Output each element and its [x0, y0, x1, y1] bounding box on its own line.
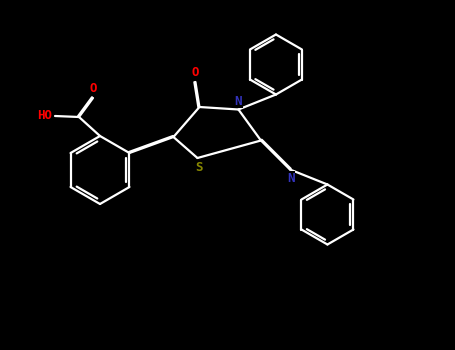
Text: O: O: [192, 66, 199, 79]
Text: O: O: [90, 82, 97, 95]
Text: HO: HO: [37, 108, 52, 121]
Text: N: N: [287, 172, 295, 184]
Text: N: N: [235, 94, 242, 107]
Text: S: S: [196, 161, 203, 174]
